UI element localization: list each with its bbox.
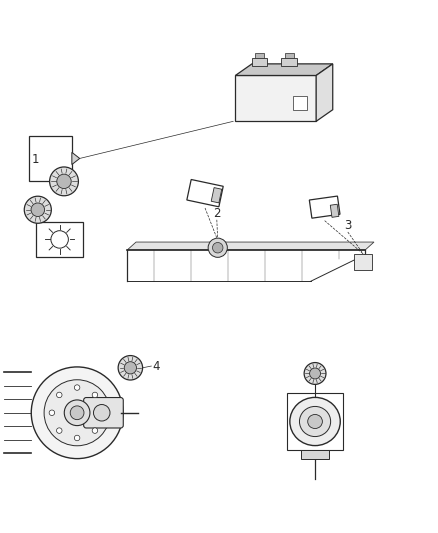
Polygon shape — [235, 64, 333, 76]
Bar — [29, 135, 72, 181]
Polygon shape — [187, 180, 223, 207]
Bar — [286, 393, 343, 450]
Circle shape — [93, 405, 110, 421]
Circle shape — [51, 231, 68, 248]
Polygon shape — [72, 152, 80, 165]
Text: 1: 1 — [32, 153, 39, 166]
Circle shape — [57, 174, 71, 189]
Circle shape — [57, 428, 62, 433]
Bar — [36, 222, 83, 257]
Polygon shape — [316, 64, 333, 122]
Text: 4: 4 — [152, 360, 159, 373]
Text: 3: 3 — [344, 219, 351, 232]
Circle shape — [118, 356, 143, 380]
Bar — [252, 58, 268, 66]
Bar — [255, 53, 264, 58]
Bar — [293, 96, 307, 110]
FancyBboxPatch shape — [84, 398, 123, 428]
Bar — [281, 58, 297, 66]
Ellipse shape — [300, 407, 331, 437]
Circle shape — [64, 400, 90, 426]
Circle shape — [92, 392, 98, 398]
Circle shape — [24, 196, 51, 223]
Polygon shape — [211, 188, 222, 203]
Bar — [235, 76, 316, 122]
Circle shape — [304, 362, 326, 384]
Bar — [301, 449, 329, 459]
Circle shape — [208, 238, 227, 257]
Text: 2: 2 — [213, 207, 221, 220]
Ellipse shape — [308, 415, 322, 429]
Circle shape — [31, 367, 123, 458]
Circle shape — [92, 428, 98, 433]
Ellipse shape — [290, 398, 340, 446]
Circle shape — [44, 379, 110, 446]
Circle shape — [74, 435, 80, 441]
Circle shape — [70, 406, 84, 419]
Circle shape — [124, 362, 137, 374]
Polygon shape — [330, 204, 339, 217]
Circle shape — [74, 385, 80, 390]
Polygon shape — [127, 242, 374, 250]
Bar — [354, 254, 372, 270]
Circle shape — [49, 167, 78, 196]
Circle shape — [49, 410, 55, 416]
Circle shape — [212, 243, 223, 253]
Circle shape — [310, 368, 321, 379]
Bar — [285, 53, 293, 58]
Polygon shape — [309, 196, 340, 218]
Circle shape — [57, 392, 62, 398]
Circle shape — [99, 410, 105, 416]
Circle shape — [31, 203, 45, 216]
